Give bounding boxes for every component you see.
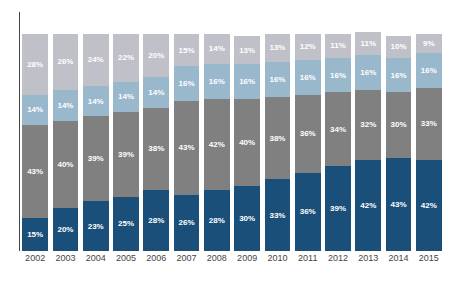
svg-text:16%: 16% bbox=[421, 66, 437, 75]
svg-text:14%: 14% bbox=[88, 97, 104, 106]
svg-text:14%: 14% bbox=[118, 92, 134, 101]
svg-text:20%: 20% bbox=[148, 51, 164, 60]
svg-text:40%: 40% bbox=[239, 138, 255, 147]
svg-text:43%: 43% bbox=[391, 200, 407, 209]
svg-text:38%: 38% bbox=[269, 134, 285, 143]
svg-text:15%: 15% bbox=[179, 46, 195, 55]
svg-text:22%: 22% bbox=[118, 53, 134, 62]
svg-text:2010: 2010 bbox=[267, 253, 287, 263]
svg-text:33%: 33% bbox=[421, 119, 437, 128]
svg-text:2003: 2003 bbox=[55, 253, 75, 263]
svg-text:2002: 2002 bbox=[25, 253, 45, 263]
svg-text:40%: 40% bbox=[57, 160, 73, 169]
svg-text:2009: 2009 bbox=[237, 253, 257, 263]
svg-text:20%: 20% bbox=[57, 225, 73, 234]
svg-text:14%: 14% bbox=[209, 44, 225, 53]
svg-text:12%: 12% bbox=[300, 42, 316, 51]
svg-text:42%: 42% bbox=[421, 201, 437, 210]
svg-text:28%: 28% bbox=[209, 216, 225, 225]
svg-text:11%: 11% bbox=[360, 39, 376, 48]
svg-text:15%: 15% bbox=[27, 230, 43, 239]
svg-text:2011: 2011 bbox=[298, 253, 317, 263]
svg-text:26%: 26% bbox=[179, 218, 195, 227]
svg-text:16%: 16% bbox=[300, 73, 316, 82]
svg-text:23%: 23% bbox=[88, 222, 104, 231]
svg-text:13%: 13% bbox=[269, 43, 285, 52]
svg-text:25%: 25% bbox=[118, 219, 134, 228]
svg-text:16%: 16% bbox=[209, 77, 225, 86]
svg-text:26%: 26% bbox=[57, 57, 73, 66]
svg-text:16%: 16% bbox=[179, 79, 195, 88]
svg-text:2004: 2004 bbox=[86, 253, 106, 263]
svg-text:11%: 11% bbox=[330, 41, 346, 50]
svg-text:43%: 43% bbox=[27, 167, 43, 176]
svg-text:2006: 2006 bbox=[146, 253, 166, 263]
svg-text:32%: 32% bbox=[360, 120, 376, 129]
svg-text:16%: 16% bbox=[391, 71, 407, 80]
svg-text:39%: 39% bbox=[330, 204, 346, 213]
svg-text:43%: 43% bbox=[179, 143, 195, 152]
svg-text:13%: 13% bbox=[239, 46, 255, 55]
svg-text:28%: 28% bbox=[148, 216, 164, 225]
svg-text:34%: 34% bbox=[330, 125, 346, 134]
svg-text:16%: 16% bbox=[269, 75, 285, 84]
svg-text:2005: 2005 bbox=[116, 253, 136, 263]
svg-text:30%: 30% bbox=[391, 120, 407, 129]
svg-text:38%: 38% bbox=[148, 144, 164, 153]
svg-text:2015: 2015 bbox=[419, 253, 439, 263]
svg-text:28%: 28% bbox=[27, 60, 43, 69]
svg-text:39%: 39% bbox=[118, 150, 134, 159]
svg-text:2014: 2014 bbox=[389, 253, 409, 263]
svg-text:16%: 16% bbox=[239, 77, 255, 86]
svg-text:30%: 30% bbox=[239, 214, 255, 223]
svg-text:42%: 42% bbox=[360, 201, 376, 210]
svg-text:2013: 2013 bbox=[358, 253, 378, 263]
svg-text:36%: 36% bbox=[300, 129, 316, 138]
svg-text:2008: 2008 bbox=[207, 253, 227, 263]
svg-text:2012: 2012 bbox=[328, 253, 348, 263]
svg-text:24%: 24% bbox=[88, 55, 104, 64]
svg-text:39%: 39% bbox=[88, 154, 104, 163]
svg-text:2007: 2007 bbox=[177, 253, 197, 263]
svg-text:14%: 14% bbox=[148, 88, 164, 97]
svg-text:36%: 36% bbox=[300, 207, 316, 216]
svg-text:16%: 16% bbox=[360, 68, 376, 77]
svg-text:10%: 10% bbox=[391, 42, 407, 51]
svg-text:9%: 9% bbox=[423, 39, 435, 48]
svg-text:14%: 14% bbox=[27, 105, 43, 114]
svg-text:16%: 16% bbox=[330, 71, 346, 80]
svg-text:42%: 42% bbox=[209, 140, 225, 149]
svg-text:33%: 33% bbox=[269, 211, 285, 220]
svg-text:14%: 14% bbox=[57, 101, 73, 110]
